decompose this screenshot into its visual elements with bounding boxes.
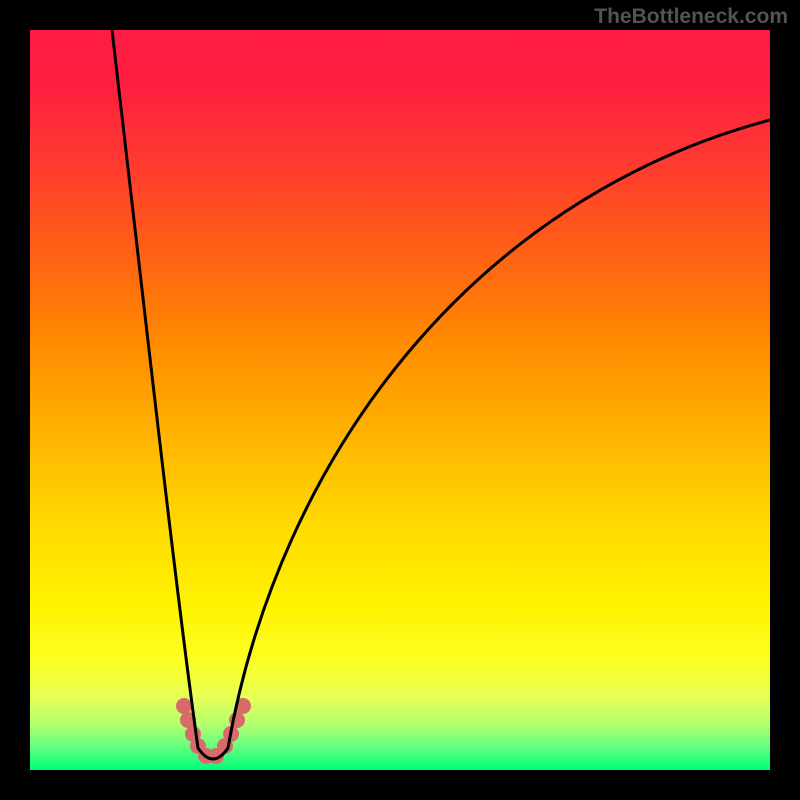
plot-area <box>30 30 770 770</box>
curve-layer <box>30 30 770 770</box>
bottleneck-curve <box>112 30 770 759</box>
markers-group <box>176 698 251 764</box>
data-marker <box>176 698 192 714</box>
watermark: TheBottleneck.com <box>594 5 788 29</box>
